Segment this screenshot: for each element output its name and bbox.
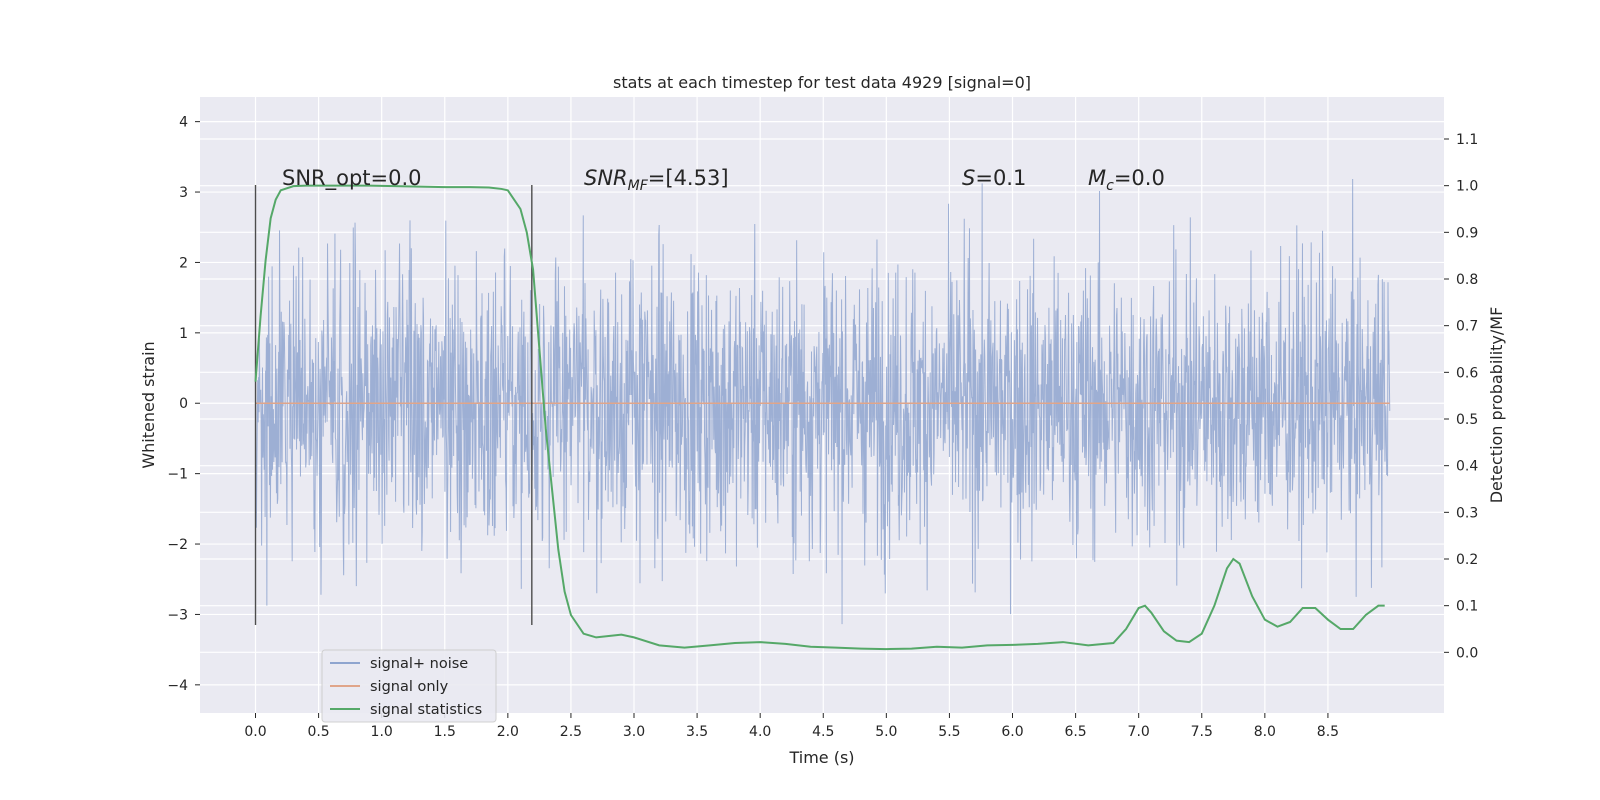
annotation-s-value: =0.1 [975,166,1026,190]
y-tick-label-left: −1 [167,467,188,483]
x-tick-label: 5.5 [938,724,960,740]
x-tick-label: 4.5 [812,724,834,740]
x-tick-label: 7.5 [1191,724,1213,740]
y-tick-label-right: 0.7 [1456,319,1478,335]
x-tick-label: 6.5 [1064,724,1086,740]
x-tick-label: 2.0 [497,724,519,740]
x-axis-label: Time (s) [788,748,854,767]
y-tick-label-right: 0.8 [1456,272,1478,288]
y-tick-label-left: −2 [167,537,188,553]
x-tick-label: 0.0 [244,724,266,740]
y-axis-label-right: Detection probability/MF [1487,307,1506,504]
y-tick-label-right: 1.1 [1456,132,1478,148]
annotation-snr-opt: SNR_opt=0.0 [282,166,422,191]
x-tick-label: 8.5 [1317,724,1339,740]
series-signal-plus-noise [255,179,1391,625]
annotation-s-main: S [962,166,975,190]
y-tick-label-left: 3 [179,185,188,201]
y-tick-label-left: 2 [179,255,188,271]
annotation-snr-mf-main: SNR [584,166,628,190]
legend-label-signal-noise: signal+ noise [370,656,468,672]
y-tick-label-right: 0.1 [1456,599,1478,615]
annotation-mc: Mc=0.0 [1088,166,1165,194]
y-tick-label-right: 0.9 [1456,225,1478,241]
y-tick-label-left: 0 [179,396,188,412]
x-tick-label: 7.0 [1128,724,1150,740]
x-tick-label: 3.5 [686,724,708,740]
y-tick-label-left: −3 [167,607,188,623]
y-tick-label-left: −4 [167,678,188,694]
y-tick-label-right: 1.0 [1456,179,1478,195]
x-tick-label: 1.0 [371,724,393,740]
x-tick-label: 0.5 [307,724,329,740]
y-tick-label-right: 0.5 [1456,412,1478,428]
series-signal-statistics [254,184,1385,651]
y-tick-label-left: 4 [179,115,188,131]
annotation-mc-main: M [1088,166,1106,190]
y-tick-label-left: 1 [179,326,188,342]
x-tick-label: 5.0 [875,724,897,740]
annotation-mc-sub: c [1106,178,1114,194]
x-tick-label: 1.5 [434,724,456,740]
annotation-snr-mf-sub: MF [628,178,649,194]
y-tick-label-right: 0.0 [1456,645,1478,661]
annotation-snr-mf-value: =[4.53] [648,166,729,190]
legend-box [321,649,497,723]
signal-statistics-line [254,184,1385,651]
x-tick-label: 6.0 [1001,724,1023,740]
y-tick-label-right: 0.4 [1456,459,1478,475]
ticks: 0.0 0.5 1.0 1.5 2.0 2.5 3.0 3.5 4.0 4.5 5.0 5.5 6.0 6… [167,115,1478,740]
x-tick-label: 8.0 [1254,724,1276,740]
x-tick-label: 3.0 [623,724,645,740]
annotation-snr-mf: SNRMF=[4.53] [584,166,729,194]
annotation-mc-value: =0.0 [1114,166,1165,190]
legend: signal+ noise signal only signal statist… [321,649,497,723]
x-tick-label: 2.5 [560,724,582,740]
x-tick-label: 4.0 [749,724,771,740]
annotation-s: S=0.1 [962,166,1026,190]
y-tick-label-right: 0.2 [1456,552,1478,568]
chart-title: stats at each timestep for test data 492… [613,73,1031,92]
y-tick-label-right: 0.6 [1456,365,1478,381]
signal-noise-line [255,179,1391,625]
legend-label-signal-only: signal only [370,679,449,695]
legend-label-signal-statistics: signal statistics [370,702,482,718]
y-tick-label-right: 0.3 [1456,505,1478,521]
y-axis-label-left: Whitened strain [139,341,158,468]
